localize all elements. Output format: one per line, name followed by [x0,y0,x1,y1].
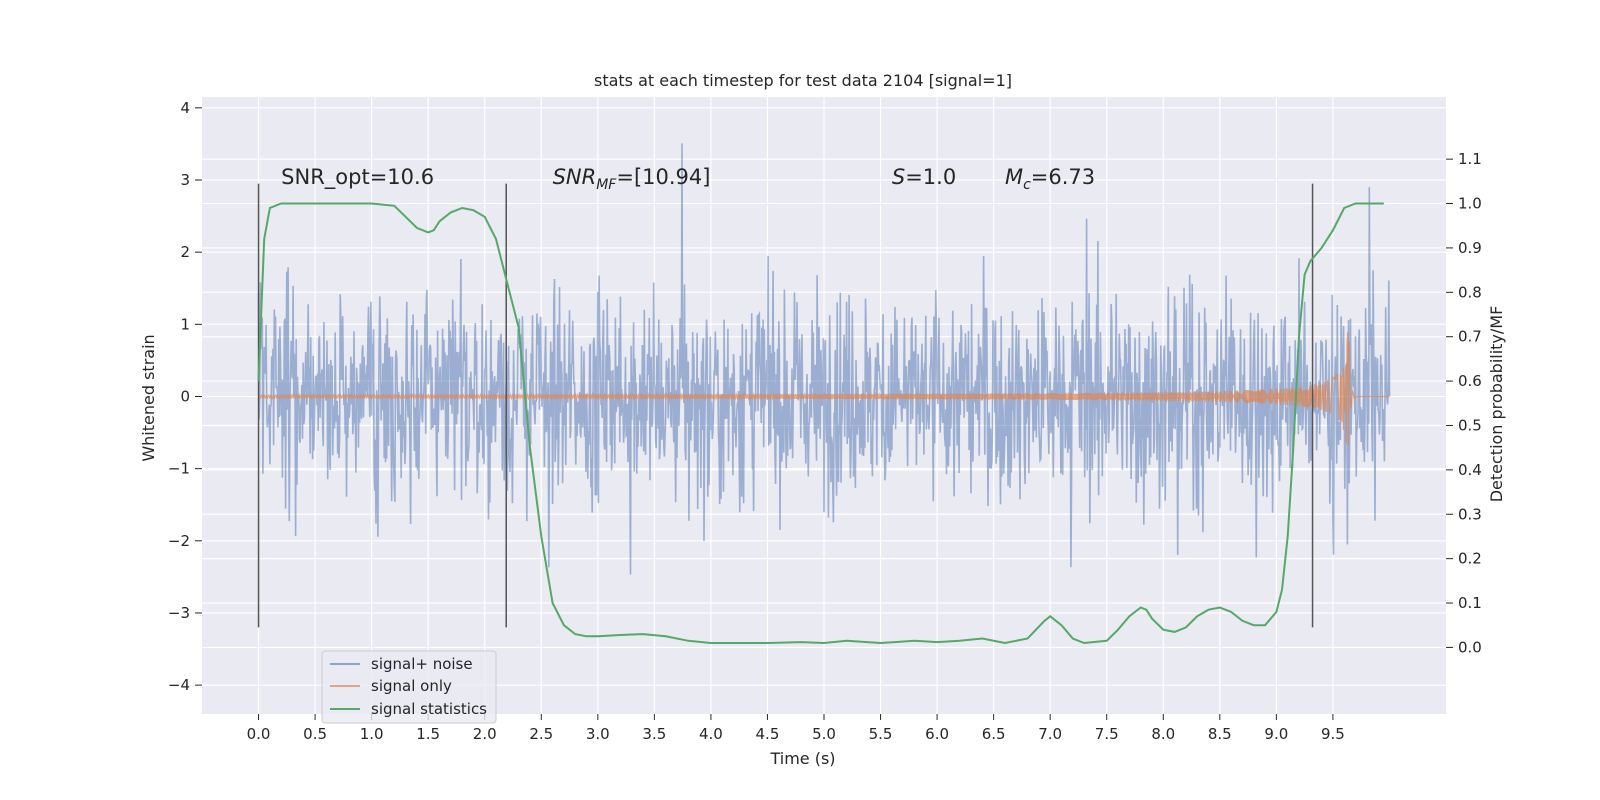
x-tick-label: 5.0 [812,725,836,743]
x-tick-label: 0.0 [247,725,271,743]
y-axis-ticks: −4 −3 −2 −1 0 1 2 3 4 [168,99,202,694]
y-tick-label: −1 [168,460,190,478]
y2-axis-ticks: 0.0 0.1 0.2 0.3 0.4 0.5 0.6 0.7 0.8 0.9 1.0 1.1 [1446,150,1482,656]
x-tick-label: 2.0 [473,725,497,743]
y2-tick-label: 0.2 [1458,550,1482,568]
signal-only-series [257,331,1390,446]
x-tick-label: 7.0 [1038,725,1062,743]
annotation-1: SNRMF=[10.94] [553,165,711,193]
x-tick-label: 1.5 [416,725,440,743]
annotations: SNR_opt=10.6 SNRMF=[10.94] S=1.0 Mc=6.73 [281,165,1095,193]
y-tick-label: −3 [168,604,190,622]
y2-tick-label: 0.1 [1458,594,1482,612]
legend-frame [321,650,497,724]
x-tick-label: 3.5 [642,725,666,743]
x-tick-label: 4.5 [756,725,780,743]
signal-noise-series [257,143,1391,575]
y2-tick-label: 1.0 [1458,195,1482,213]
y-tick-label: 3 [180,171,190,189]
y-axis-label: Whitened strain [139,334,158,461]
y-tick-label: −4 [168,676,190,694]
legend-label-signal-only: signal only [371,677,452,695]
x-tick-label: 2.5 [529,725,553,743]
x-tick-label: 9.0 [1264,725,1288,743]
y2-tick-label: 0.3 [1458,505,1482,523]
y2-tick-label: 0.4 [1458,461,1482,479]
y2-tick-label: 0.6 [1458,372,1482,390]
y-tick-label: 2 [180,243,190,261]
x-tick-label: 7.5 [1095,725,1119,743]
legend-label-signal-statistics: signal statistics [371,700,487,718]
annotation-3: Mc=6.73 [1005,165,1095,193]
y-tick-label: 1 [180,315,190,333]
x-tick-label: 6.5 [982,725,1006,743]
signal-statistics-line [257,202,1384,645]
x-tick-label: 8.0 [1151,725,1175,743]
y-tick-label: 0 [180,387,190,405]
signal-only-line [257,331,1390,446]
chart-title: stats at each timestep for test data 210… [594,71,1012,90]
legend: signal+ noise signal only signal statist… [321,650,497,724]
x-axis-ticks: 0.0 0.5 1.0 1.5 2.0 2.5 3.0 3.5 4.0 4.5 5.0 5.5 6.0 6… [247,714,1345,743]
annotation-2: S=1.0 [892,165,956,189]
x-tick-label: 3.0 [586,725,610,743]
signal-noise-line [257,143,1391,575]
y2-tick-label: 0.5 [1458,416,1482,434]
y2-axis-label: Detection probability/MF [1487,306,1506,503]
signal-statistics-series [257,202,1384,645]
y2-tick-label: 1.1 [1458,150,1482,168]
y-tick-label: 4 [180,99,190,117]
x-axis-label: Time (s) [769,749,835,768]
y-tick-label: −2 [168,532,190,550]
x-tick-label: 0.5 [303,725,327,743]
y2-tick-label: 0.9 [1458,239,1482,257]
x-tick-label: 5.5 [869,725,893,743]
x-tick-label: 8.5 [1208,725,1232,743]
x-tick-label: 6.0 [925,725,949,743]
x-tick-label: 9.5 [1321,725,1345,743]
annotation-0: SNR_opt=10.6 [281,165,434,190]
y2-tick-label: 0.7 [1458,328,1482,346]
y2-tick-label: 0.8 [1458,283,1482,301]
y2-tick-label: 0.0 [1458,638,1482,656]
legend-label-signal-noise: signal+ noise [371,655,473,673]
x-tick-label: 4.0 [699,725,723,743]
x-tick-label: 1.0 [360,725,384,743]
